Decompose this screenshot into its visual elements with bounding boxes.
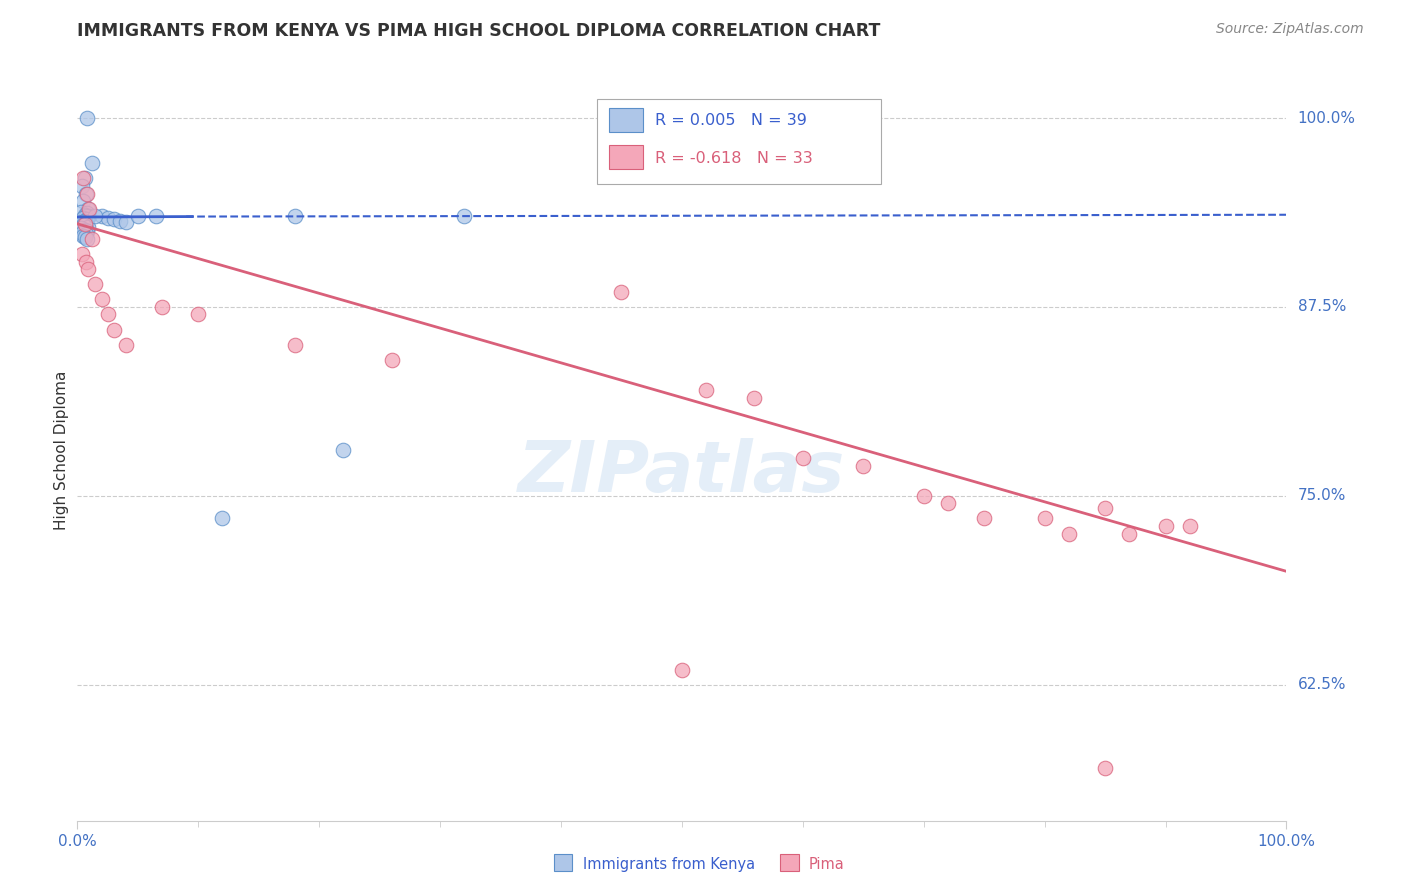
Point: [70, 179, 93, 194]
Point: [77, 202, 100, 216]
Text: Pima: Pima: [808, 857, 844, 872]
Text: R = 0.005   N = 39: R = 0.005 N = 39: [655, 113, 807, 128]
Text: 75.0%: 75.0%: [1298, 488, 1346, 503]
Point: [127, 209, 149, 223]
Text: Source: ZipAtlas.com: Source: ZipAtlas.com: [1216, 22, 1364, 37]
Point: [75, 227, 97, 242]
Point: [75, 186, 97, 201]
Point: [1094, 761, 1116, 775]
Point: [671, 663, 693, 677]
FancyBboxPatch shape: [609, 145, 643, 169]
Text: 100.0%: 100.0%: [1298, 111, 1355, 126]
Point: [72, 211, 94, 225]
Point: [79, 209, 101, 223]
Point: [70, 215, 93, 229]
Point: [70, 221, 93, 235]
Point: [114, 215, 136, 229]
Point: [284, 209, 307, 223]
Point: [1057, 526, 1080, 541]
Point: [77, 262, 100, 277]
Point: [284, 337, 307, 351]
Point: [76, 206, 98, 220]
Point: [72, 219, 94, 233]
Point: [912, 489, 935, 503]
Point: [76, 212, 98, 227]
Point: [90, 209, 112, 223]
Point: [84, 277, 107, 292]
Text: 62.5%: 62.5%: [1298, 677, 1346, 692]
Point: [1178, 519, 1201, 533]
Point: [70, 247, 93, 261]
Point: [150, 300, 173, 314]
Point: [96, 211, 118, 225]
Text: Immigrants from Kenya: Immigrants from Kenya: [583, 857, 755, 872]
Point: [79, 202, 101, 216]
FancyBboxPatch shape: [780, 854, 799, 871]
FancyBboxPatch shape: [609, 109, 643, 132]
Point: [84, 209, 107, 223]
Point: [73, 214, 96, 228]
Point: [145, 209, 167, 223]
Point: [332, 443, 354, 458]
Point: [973, 511, 995, 525]
Point: [72, 228, 94, 243]
Point: [695, 383, 717, 397]
Point: [73, 223, 96, 237]
Point: [80, 232, 103, 246]
Point: [77, 219, 100, 234]
Point: [187, 308, 209, 322]
Point: [1154, 519, 1177, 533]
Point: [96, 308, 118, 322]
Point: [70, 204, 93, 219]
Point: [90, 293, 112, 307]
Point: [72, 171, 94, 186]
Point: [72, 194, 94, 209]
Point: [76, 111, 98, 125]
Text: ZIPatlas: ZIPatlas: [519, 438, 845, 508]
Text: IMMIGRANTS FROM KENYA VS PIMA HIGH SCHOOL DIPLOMA CORRELATION CHART: IMMIGRANTS FROM KENYA VS PIMA HIGH SCHOO…: [77, 22, 880, 40]
Point: [103, 212, 125, 227]
Point: [75, 217, 97, 231]
Point: [453, 209, 475, 223]
Point: [1033, 511, 1056, 525]
Point: [114, 337, 136, 351]
FancyBboxPatch shape: [598, 99, 882, 184]
Point: [610, 285, 633, 299]
Point: [75, 209, 97, 223]
Point: [76, 186, 98, 201]
Text: 87.5%: 87.5%: [1298, 300, 1346, 314]
Point: [744, 391, 766, 405]
Point: [75, 254, 97, 268]
FancyBboxPatch shape: [554, 854, 572, 871]
Point: [381, 352, 404, 367]
Point: [1094, 500, 1116, 515]
Point: [80, 156, 103, 170]
Point: [792, 450, 814, 465]
Point: [76, 224, 98, 238]
Point: [936, 496, 959, 510]
Y-axis label: High School Diploma: High School Diploma: [53, 371, 69, 530]
Point: [1118, 526, 1140, 541]
Point: [73, 217, 96, 231]
Text: R = -0.618   N = 33: R = -0.618 N = 33: [655, 151, 813, 166]
Point: [103, 322, 125, 336]
Point: [108, 214, 131, 228]
Point: [852, 458, 875, 473]
Point: [73, 171, 96, 186]
Point: [76, 232, 98, 246]
Point: [73, 208, 96, 222]
Point: [211, 511, 233, 525]
Point: [70, 226, 93, 240]
Point: [73, 230, 96, 244]
